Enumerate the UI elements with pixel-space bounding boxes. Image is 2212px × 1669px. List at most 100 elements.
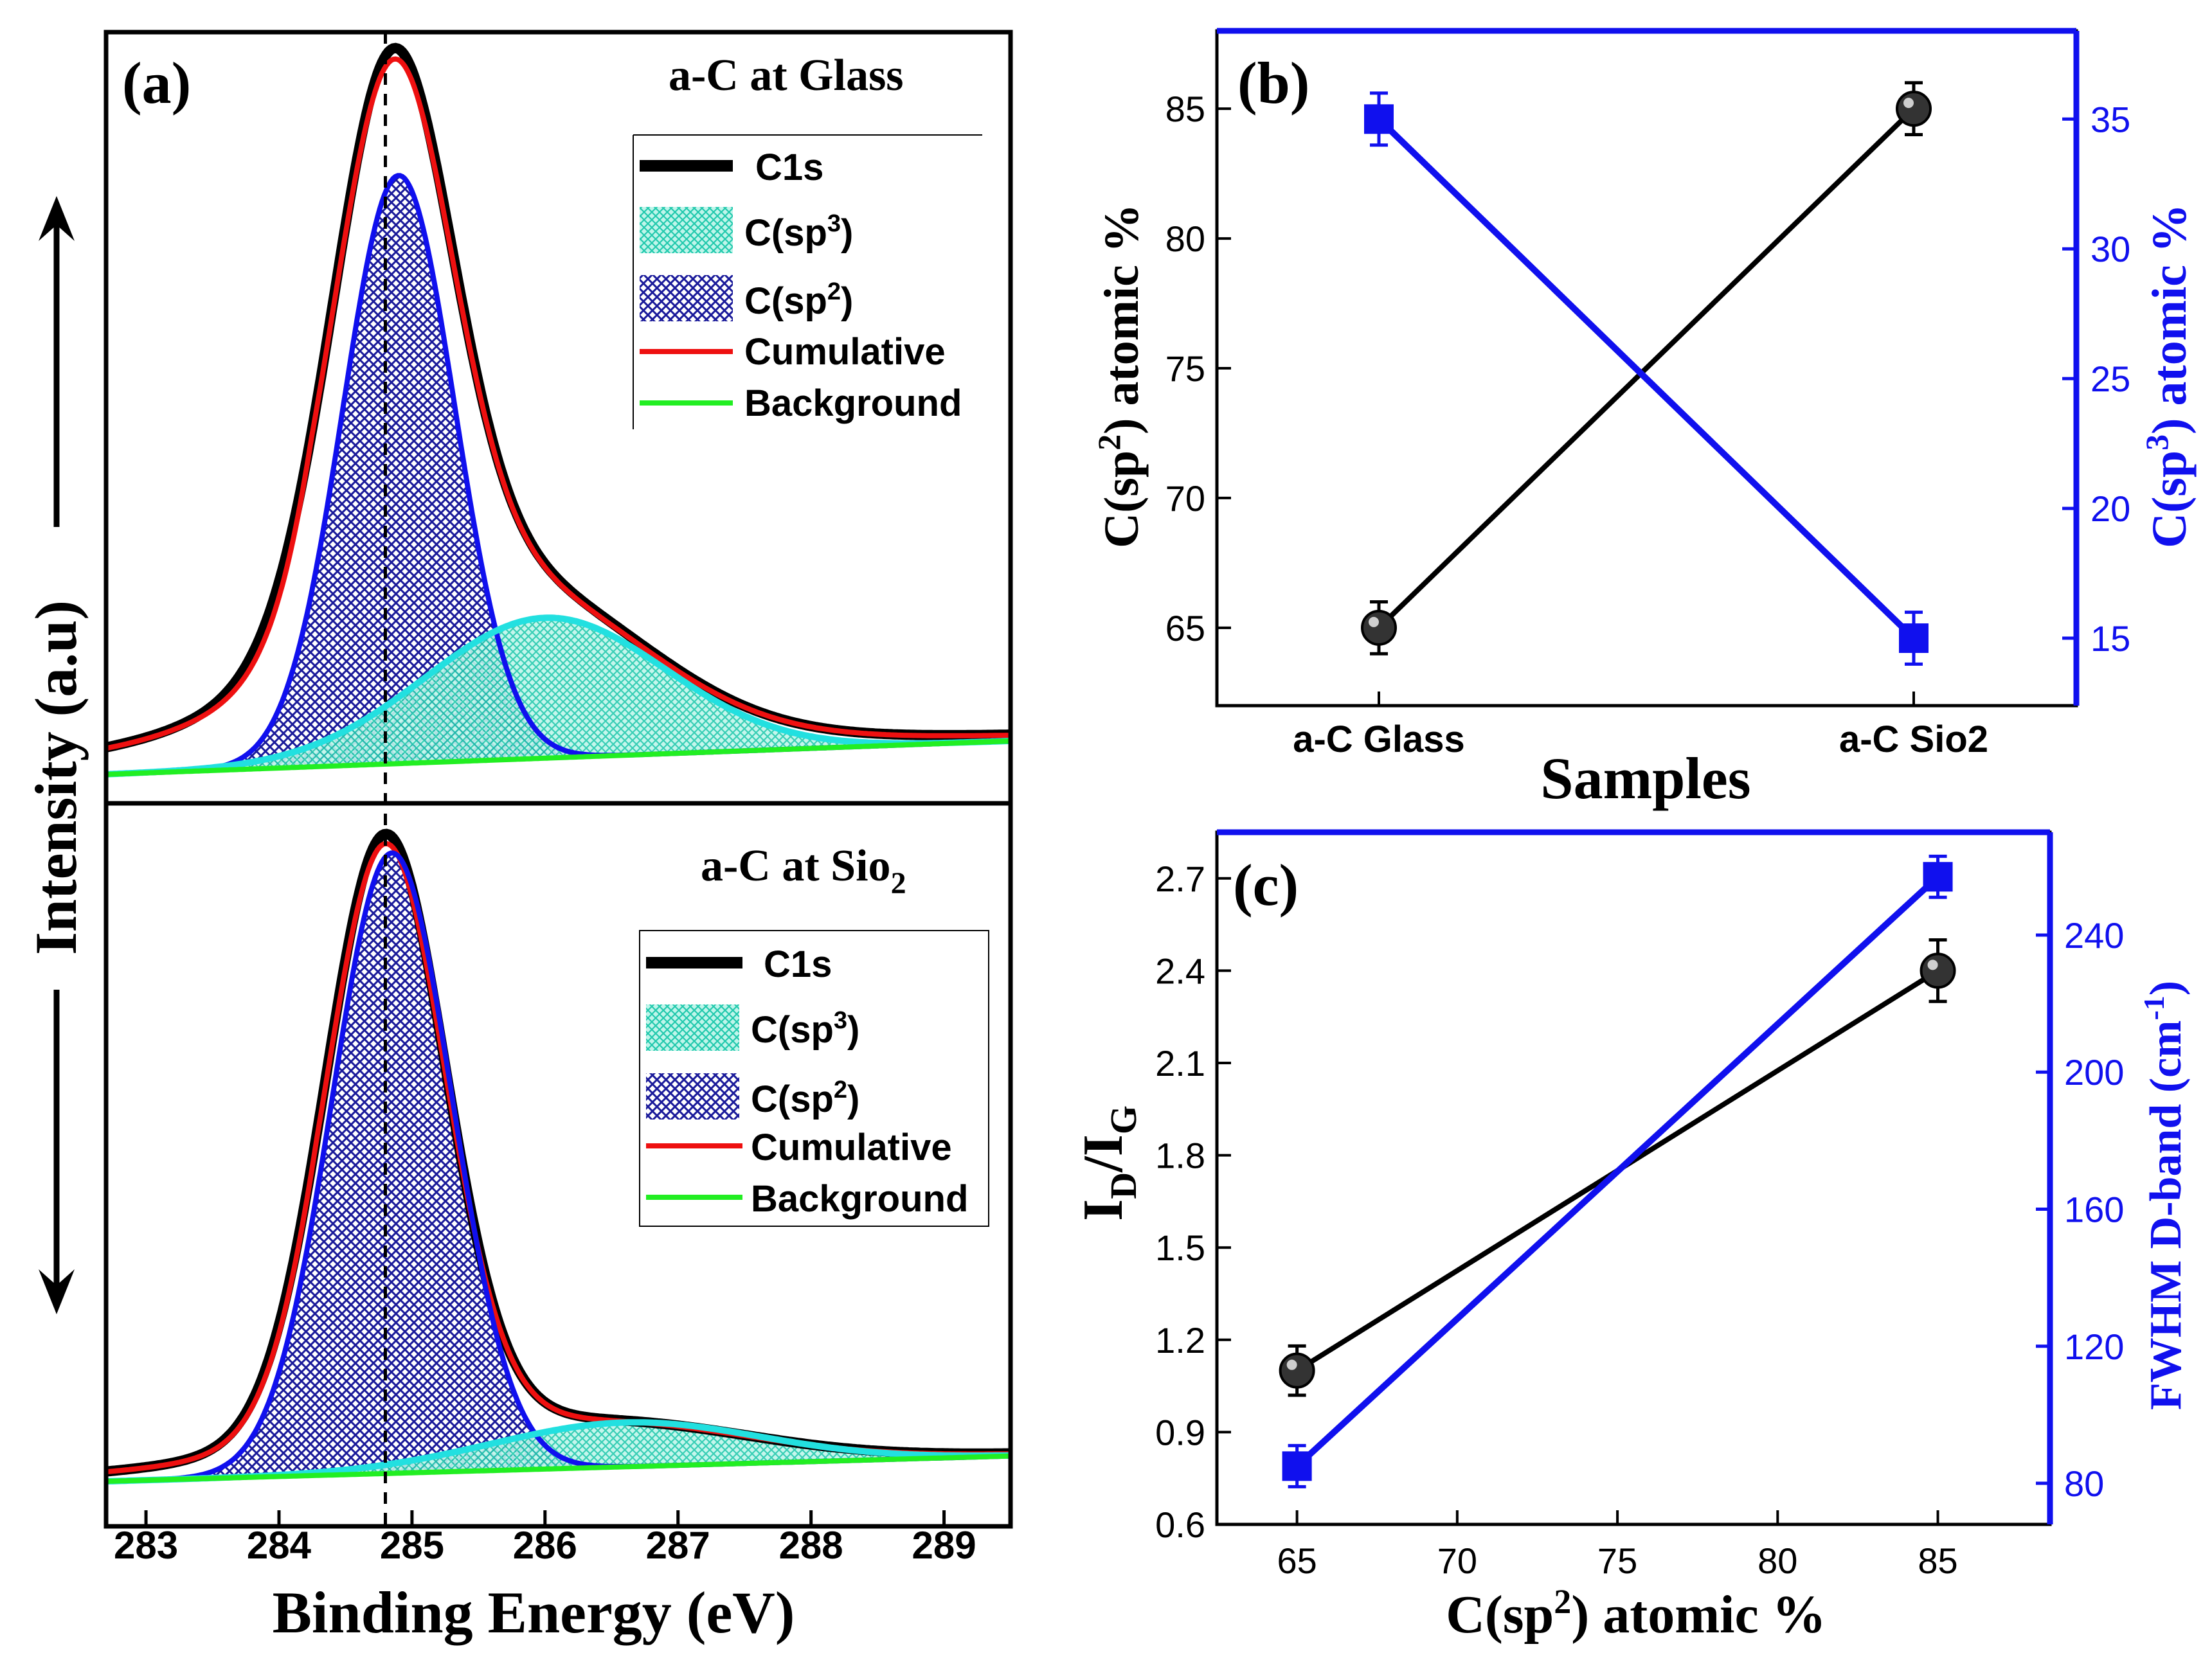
right-tick-label-c: 240 [2064, 915, 2124, 956]
panel-b-ylabel-right: C(sp3) atomic % [2139, 204, 2197, 548]
data-point-circle-c [1279, 1352, 1315, 1389]
x-tick-label-a: 283 [114, 1524, 178, 1567]
background-line-top [105, 738, 1011, 777]
x-tick-label-a: 288 [779, 1524, 843, 1567]
panel-b-plot: 65 70 75 80 85 15 20 25 30 35 a-C Glass a-C Sio2 [1165, 81, 2130, 760]
legend-bottom-sp2-end: ) [847, 1078, 859, 1120]
panel-b-ylabel-left-sup: 2 [1091, 434, 1127, 451]
sp2-area-top [106, 175, 1011, 774]
legend-bottom-sp2-sup: 2 [834, 1076, 847, 1103]
data-point-highlight-c [1286, 1359, 1297, 1370]
x-tick-label-a: 287 [646, 1524, 710, 1567]
panel-a-label: (a) [122, 50, 191, 116]
sp3-area-top [106, 618, 1011, 774]
sp2-area-bottom [106, 853, 1011, 1481]
right-tick-label-c: 120 [2064, 1326, 2124, 1367]
legend-bottom-c1s-label: C1s [764, 943, 832, 985]
panel-b-ylabel-right-post: ) atomic % [2143, 204, 2197, 434]
cumulative-line-top [105, 56, 1011, 751]
data-point-circle-b [1896, 91, 1932, 127]
legend-top-sp2-swatch [640, 275, 733, 321]
legend-top-sp3-main: C(sp [744, 212, 827, 254]
legend-bottom-sp3-end: ) [847, 1009, 859, 1051]
legend-top-sp2-end: ) [841, 280, 853, 322]
left-tick-label-c: 0.6 [1155, 1504, 1205, 1545]
left-tick-label-c: 2.4 [1155, 951, 1205, 991]
x-tick-label-a: 285 [380, 1524, 444, 1567]
legend-bottom-sp3-label: C(sp3) [751, 1007, 859, 1051]
panel-c-xlabel-sup: 2 [1554, 1582, 1571, 1621]
right-tick-label-c: 160 [2064, 1189, 2124, 1229]
panel-a-top-title: a-C at Glass [669, 51, 904, 100]
panel-c: 65 70 75 80 85 0.6 0.9 1.2 1.5 1.8 2.1 2.4 2.7 80 120 1… [1072, 829, 2191, 1645]
panel-a: 283 284 285 286 287 288 289 (a) a-C at Glass a… [23, 30, 1013, 1645]
legend-bottom-sp2-swatch [646, 1073, 739, 1120]
data-point-square-b [1899, 623, 1929, 653]
x-tick-label-a: 289 [912, 1524, 976, 1567]
left-tick-label-c: 0.9 [1155, 1412, 1205, 1452]
panel-b-ylabel-right-sup: 3 [2139, 434, 2175, 451]
left-tick-label-c: 1.8 [1155, 1136, 1205, 1176]
panel-c-xlabel: C(sp2) atomic % [1446, 1582, 1826, 1645]
legend-bottom-cumulative-label: Cumulative [751, 1127, 952, 1168]
panel-c-ylabel-left: ID/IG [1072, 1105, 1144, 1221]
panel-a-bottom-title-sub: 2 [891, 866, 906, 900]
sp3-line-top [105, 614, 1011, 778]
data-point-square-c [1923, 862, 1953, 892]
left-tick-label-b: 65 [1165, 608, 1205, 648]
legend-top-sp3-sup: 3 [827, 210, 841, 237]
x-tick-label-c: 80 [1758, 1540, 1797, 1581]
panel-a-down-arrow-icon [39, 1269, 75, 1314]
x-tick-label-c: 65 [1277, 1540, 1317, 1581]
legend-top-sp2-label: C(sp2) [744, 278, 853, 322]
panel-c-xlabel-post: ) atomic % [1571, 1585, 1826, 1645]
panel-a-top-legend: C1s C(sp3) C(sp2) Cumulative Background [633, 134, 982, 429]
left-tick-label-b: 75 [1165, 348, 1205, 389]
panel-c-ylabel-left-main: I [1072, 1199, 1135, 1221]
sp3-area-bottom [106, 1422, 1011, 1481]
data-point-highlight-b [1903, 98, 1914, 109]
panel-b-label: (b) [1237, 50, 1309, 116]
left-tick-label-c: 2.7 [1155, 859, 1205, 899]
legend-top-sp2-main: C(sp [744, 280, 827, 322]
right-tick-label-b: 30 [2091, 229, 2130, 269]
series-line-square-b [1376, 116, 1916, 641]
panel-a-xlabel: Binding Energy (eV) [273, 1580, 795, 1645]
panel-c-xlabel-pre: C(sp [1446, 1585, 1554, 1645]
panel-c-ylabel-right-sup: -1 [2137, 995, 2170, 1020]
legend-top-sp3-label: C(sp3) [744, 210, 853, 254]
legend-bottom-sp3-swatch [646, 1004, 739, 1051]
x-tick-label-c: 70 [1437, 1540, 1477, 1581]
left-tick-label-c: 1.2 [1155, 1320, 1205, 1361]
panel-b-ylabel-right-pre: C(sp [2143, 451, 2197, 548]
data-point-highlight-b [1369, 616, 1379, 627]
right-tick-label-b: 25 [2091, 359, 2130, 399]
legend-bottom-background-label: Background [751, 1178, 968, 1220]
legend-top-sp2-sup: 2 [827, 278, 841, 305]
data-point-square-c [1282, 1451, 1312, 1481]
panel-a-up-arrow-icon [39, 196, 75, 241]
panel-c-ylabel-right-post: ) [2141, 981, 2191, 995]
data-point-highlight-c [1927, 959, 1938, 970]
right-tick-label-c: 80 [2064, 1463, 2104, 1504]
left-tick-label-b: 70 [1165, 478, 1205, 519]
panel-c-ylabel-left-sub2: G [1102, 1105, 1144, 1134]
x-tick-label-c: 75 [1597, 1540, 1637, 1581]
x-tick-label-b: a-C Sio2 [1839, 718, 1988, 760]
panel-c-ylabel-left-sub1: D [1102, 1172, 1144, 1199]
panel-c-ylabel-right: FWHM D-band (cm-1) [2137, 981, 2191, 1410]
panel-a-bottom-title: a-C at Sio2 [701, 841, 906, 900]
panel-b-xlabel: Samples [1540, 745, 1750, 811]
legend-bottom-frame [639, 930, 989, 1227]
x-tick-label-c: 85 [1918, 1540, 1957, 1581]
x-tick-label-a: 284 [247, 1524, 312, 1567]
x-tick-label-b: a-C Glass [1293, 718, 1465, 760]
legend-top-c1s-label: C1s [755, 147, 823, 188]
panel-a-plot: 283 284 285 286 287 288 289 [105, 32, 1011, 1567]
right-tick-label-b: 15 [2091, 618, 2130, 659]
legend-top-sp3-end: ) [841, 212, 853, 254]
panel-b-ylabel-left-post: ) atomic % [1095, 204, 1149, 434]
panel-a-ylabel: Intensity (a.u) [23, 600, 89, 955]
left-tick-label-c: 1.5 [1155, 1227, 1205, 1268]
